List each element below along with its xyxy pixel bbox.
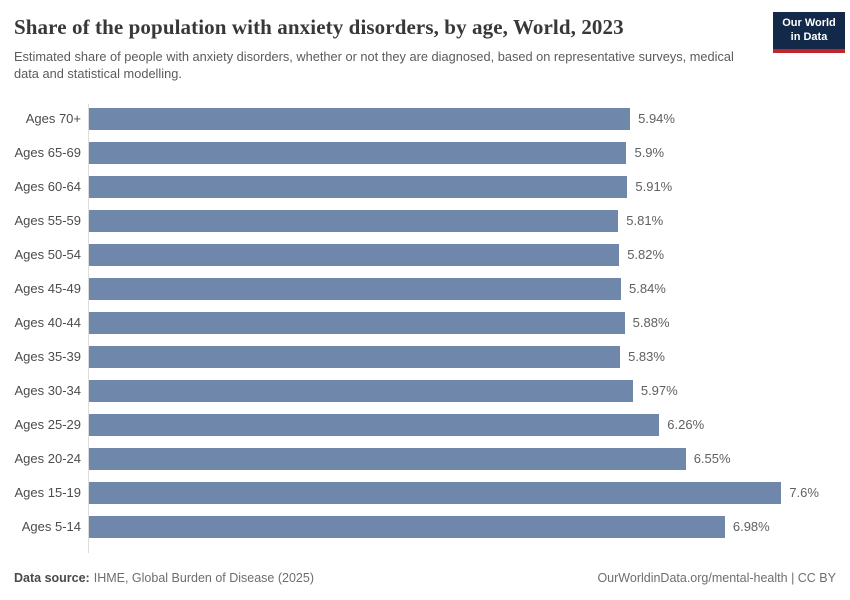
category-label: Ages 70+ <box>25 111 81 127</box>
value-label: 6.55% <box>693 451 731 467</box>
chart-row: Ages 70+ 5.94% <box>14 102 836 136</box>
bar-area: 6.98% <box>89 510 836 544</box>
data-source-value: IHME, Global Burden of Disease (2025) <box>93 571 314 585</box>
category-label: Ages 35-39 <box>14 349 82 365</box>
chart-title: Share of the population with anxiety dis… <box>14 15 624 39</box>
bar[interactable] <box>89 209 619 232</box>
category-label: Ages 40-44 <box>14 315 82 331</box>
category-label: Ages 15-19 <box>14 485 82 501</box>
chart-row: Ages 35-39 5.83% <box>14 340 836 374</box>
bar-area: 5.91% <box>89 170 836 204</box>
chart-header: Share of the population with anxiety dis… <box>0 0 850 83</box>
bar[interactable] <box>89 243 620 266</box>
category-label: Ages 5-14 <box>21 519 81 535</box>
bar-area: 5.83% <box>89 340 836 374</box>
y-axis-line <box>88 103 89 553</box>
chart-row: Ages 60-64 5.91% <box>14 170 836 204</box>
chart-row: Ages 5-14 6.98% <box>14 510 836 544</box>
category-label: Ages 30-34 <box>14 383 82 399</box>
bar-area: 5.97% <box>89 374 836 408</box>
value-label: 7.6% <box>789 485 819 501</box>
chart-row: Ages 50-54 5.82% <box>14 238 836 272</box>
category-label: Ages 65-69 <box>14 145 82 161</box>
bar-area: 5.84% <box>89 272 836 306</box>
owid-logo[interactable]: Our World in Data <box>773 12 845 53</box>
bar-chart: Ages 70+ 5.94% Ages 65-69 5.9% Ages 60-64 5.9… <box>14 102 836 553</box>
credit-link[interactable]: OurWorldinData.org/mental-health | CC BY <box>597 571 836 585</box>
category-label: Ages 25-29 <box>14 417 82 433</box>
chart-row: Ages 20-24 6.55% <box>14 442 836 476</box>
bar[interactable] <box>89 141 627 164</box>
bar-area: 6.26% <box>89 408 836 442</box>
value-label: 5.84% <box>629 281 666 297</box>
bar[interactable] <box>89 447 686 470</box>
data-source-label: Data source: <box>14 571 90 585</box>
value-label: 5.9% <box>634 145 665 161</box>
chart-row: Ages 40-44 5.88% <box>14 306 836 340</box>
chart-row: Ages 65-69 5.9% <box>14 136 836 170</box>
value-label: 5.82% <box>627 247 665 263</box>
bar-area: 5.82% <box>89 238 836 272</box>
bar[interactable] <box>89 515 725 538</box>
value-label: 5.94% <box>638 111 675 127</box>
bar-area: 5.94% <box>89 102 836 136</box>
bar-area: 5.9% <box>89 136 836 170</box>
owid-logo-line1: Our World <box>782 17 836 29</box>
value-label: 5.97% <box>640 383 678 399</box>
category-label: Ages 20-24 <box>14 451 82 467</box>
chart-subtitle: Estimated share of people with anxiety d… <box>14 49 734 82</box>
bar[interactable] <box>89 277 621 300</box>
bar[interactable] <box>89 413 660 436</box>
category-label: Ages 50-54 <box>14 247 82 263</box>
chart-row: Ages 55-59 5.81% <box>14 204 836 238</box>
chart-row: Ages 15-19 7.6% <box>14 476 836 510</box>
bar[interactable] <box>89 175 628 198</box>
chart-row: Ages 30-34 5.97% <box>14 374 836 408</box>
bar-area: 6.55% <box>89 442 836 476</box>
bar-area: 5.88% <box>89 306 836 340</box>
category-label: Ages 55-59 <box>14 213 82 229</box>
bar[interactable] <box>89 481 782 504</box>
category-label: Ages 45-49 <box>14 281 82 297</box>
value-label: 5.88% <box>632 315 670 331</box>
value-label: 6.26% <box>667 417 705 433</box>
value-label: 5.91% <box>635 179 673 195</box>
value-label: 5.81% <box>626 213 664 229</box>
chart-footer: Data source: IHME, Global Burden of Disea… <box>14 571 836 585</box>
category-label: Ages 60-64 <box>14 179 82 195</box>
chart-row: Ages 45-49 5.84% <box>14 272 836 306</box>
bar[interactable] <box>89 345 621 368</box>
value-label: 6.98% <box>732 519 770 535</box>
bar[interactable] <box>89 311 625 334</box>
bar-area: 7.6% <box>89 476 836 510</box>
data-source: Data source: IHME, Global Burden of Disea… <box>14 571 314 585</box>
value-label: 5.83% <box>628 349 665 365</box>
owid-logo-line2: in Data <box>790 30 828 43</box>
chart-rows: Ages 70+ 5.94% Ages 65-69 5.9% Ages 60-64 5.9… <box>14 102 836 544</box>
chart-row: Ages 25-29 6.26% <box>14 408 836 442</box>
bar-area: 5.81% <box>89 204 836 238</box>
bar[interactable] <box>89 107 631 130</box>
bar[interactable] <box>89 379 633 402</box>
